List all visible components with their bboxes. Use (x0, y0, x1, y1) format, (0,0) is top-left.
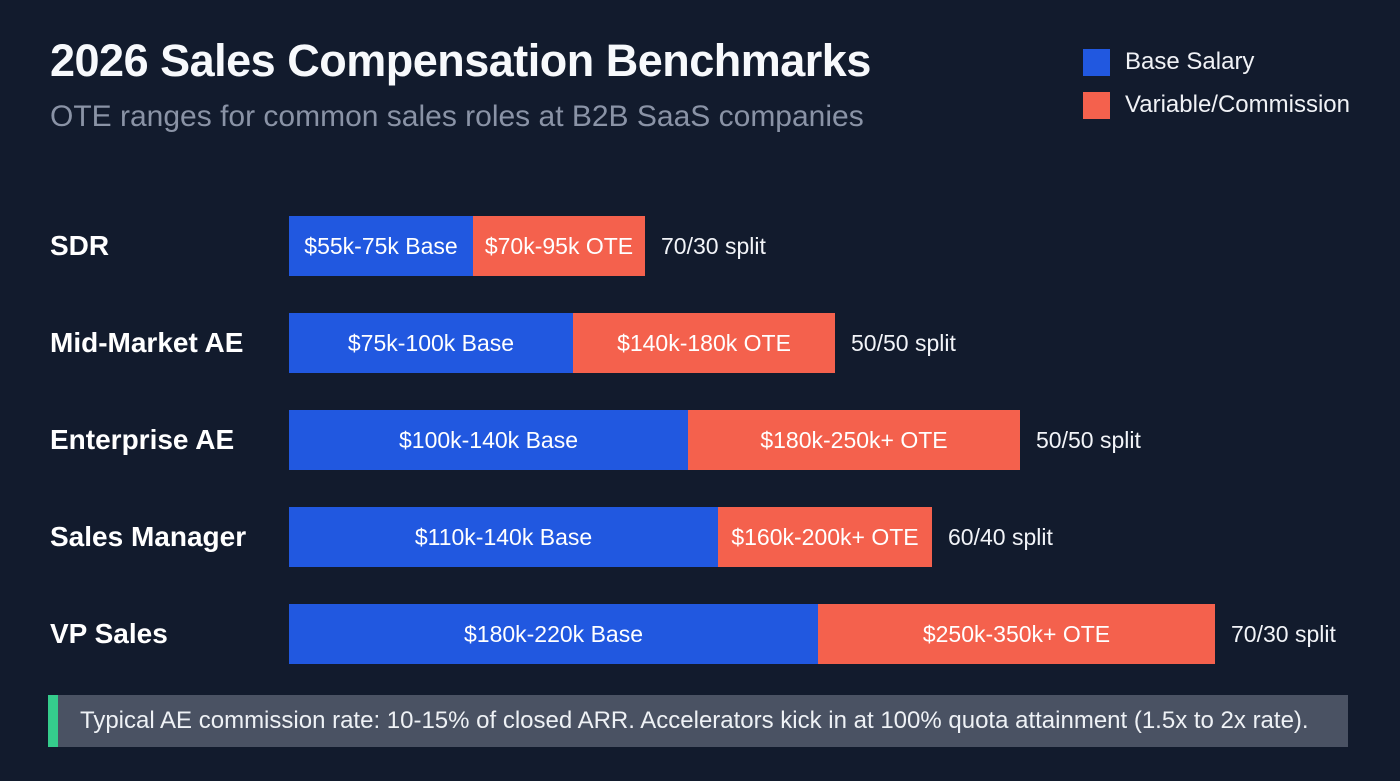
role-label: Sales Manager (50, 521, 247, 552)
chart-row: SDR $55k-75k Base $70k-95k OTE 70/30 split (50, 216, 1400, 276)
bar-group: $110k-140k Base $160k-200k+ OTE 60/40 spli… (289, 507, 1053, 567)
legend-item-base-salary: Base Salary (1083, 48, 1350, 76)
base-salary-bar-segment: $100k-140k Base (289, 410, 688, 470)
legend: Base Salary Variable/Commission (1083, 48, 1350, 119)
base-salary-bar-segment: $110k-140k Base (289, 507, 718, 567)
footnote-text: Typical AE commission rate: 10-15% of cl… (80, 707, 1309, 734)
variable-commission-swatch-icon (1083, 91, 1111, 119)
role-label: VP Sales (50, 618, 168, 649)
chart-row: VP Sales $180k-220k Base $250k-350k+ OTE 70… (50, 604, 1400, 664)
chart-header: 2026 Sales Compensation Benchmarks OTE r… (50, 36, 871, 134)
base-salary-bar-segment: $180k-220k Base (289, 604, 818, 664)
legend-label: Variable/Commission (1125, 91, 1350, 118)
role-label: SDR (50, 230, 110, 261)
split-label: 50/50 split (1036, 426, 1141, 453)
chart-rows: SDR $55k-75k Base $70k-95k OTE 70/30 split M… (50, 216, 1400, 701)
variable-commission-bar-segment: $160k-200k+ OTE (718, 507, 932, 567)
base-salary-bar-segment: $75k-100k Base (289, 313, 573, 373)
variable-commission-bar-segment: $250k-350k+ OTE (818, 604, 1215, 664)
bar-group: $75k-100k Base $140k-180k OTE 50/50 split (289, 313, 956, 373)
split-label: 50/50 split (851, 329, 956, 356)
page-subtitle: OTE ranges for common sales roles at B2B… (50, 99, 864, 133)
footnote: Typical AE commission rate: 10-15% of cl… (48, 695, 1348, 747)
role-label: Enterprise AE (50, 424, 235, 455)
split-label: 60/40 split (948, 523, 1053, 550)
variable-commission-bar-segment: $140k-180k OTE (573, 313, 835, 373)
base-salary-bar-segment: $55k-75k Base (289, 216, 473, 276)
variable-commission-bar-segment: $70k-95k OTE (473, 216, 645, 276)
page-title: 2026 Sales Compensation Benchmarks (50, 35, 871, 86)
bar-group: $180k-220k Base $250k-350k+ OTE 70/30 spli… (289, 604, 1336, 664)
variable-commission-bar-segment: $180k-250k+ OTE (688, 410, 1020, 470)
split-label: 70/30 split (661, 232, 766, 259)
chart-row: Enterprise AE $100k-140k Base $180k-250k+ … (50, 410, 1400, 470)
split-label: 70/30 split (1231, 620, 1336, 647)
chart-row: Mid-Market AE $75k-100k Base $140k-180k OT… (50, 313, 1400, 373)
legend-item-variable-commission: Variable/Commission (1083, 91, 1350, 119)
base-salary-swatch-icon (1083, 48, 1111, 76)
role-label: Mid-Market AE (50, 327, 244, 358)
chart-row: Sales Manager $110k-140k Base $160k-200k+ … (50, 507, 1400, 567)
bar-group: $100k-140k Base $180k-250k+ OTE 50/50 spli… (289, 410, 1141, 470)
legend-label: Base Salary (1125, 48, 1255, 75)
bar-group: $55k-75k Base $70k-95k OTE 70/30 split (289, 216, 766, 276)
